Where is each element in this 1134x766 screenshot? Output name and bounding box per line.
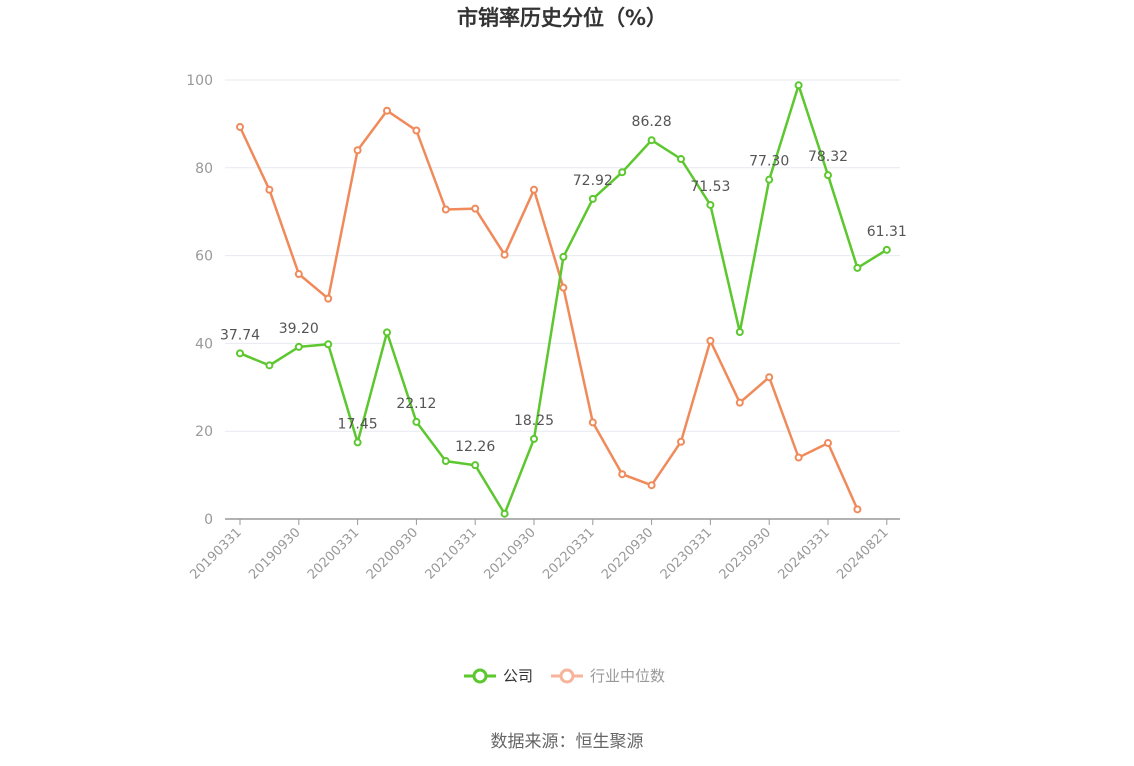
industry-point	[677, 437, 685, 446]
y-tick-label: 40	[195, 336, 213, 352]
industry-point	[412, 126, 421, 135]
series-industry-median	[236, 106, 862, 514]
company-point	[412, 417, 421, 426]
industry-point	[794, 453, 803, 462]
legend[interactable]: 公司 行业中位数	[464, 667, 665, 685]
industry-line	[238, 109, 859, 510]
company-point	[588, 194, 597, 203]
x-tick-label: 20200331	[305, 525, 362, 582]
x-tick-label: 20190331	[187, 525, 244, 582]
industry-point	[441, 205, 450, 214]
industry-point	[647, 481, 656, 490]
data-label: 22.12	[396, 396, 436, 412]
data-label: 77.30	[749, 154, 789, 170]
company-point	[383, 328, 391, 337]
industry-point	[265, 185, 274, 194]
industry-point	[588, 418, 597, 427]
industry-point	[824, 439, 832, 448]
data-label: 61.31	[867, 224, 907, 240]
company-point	[530, 434, 538, 443]
company-point	[882, 245, 891, 254]
legend-company-label: 公司	[503, 667, 533, 685]
company-point	[677, 155, 685, 164]
x-tick-label: 20210331	[423, 525, 480, 582]
company-point	[236, 349, 244, 358]
y-tick-label: 20	[195, 424, 213, 440]
industry-point	[471, 204, 480, 213]
series-company	[236, 81, 891, 518]
x-tick-label: 20230331	[658, 525, 715, 582]
y-tick-label: 0	[204, 512, 213, 528]
company-point	[265, 361, 274, 370]
legend-company-marker	[472, 668, 488, 684]
x-tick-label: 20220331	[540, 525, 597, 582]
legend-item-company[interactable]: 公司	[464, 667, 533, 685]
x-tick-label: 20210930	[481, 525, 538, 582]
data-label: 12.26	[455, 439, 495, 455]
company-point	[559, 252, 568, 261]
legend-industry-marker	[559, 668, 575, 684]
industry-point	[500, 250, 509, 259]
industry-point	[706, 336, 715, 345]
industry-point	[618, 470, 627, 479]
industry-point	[353, 146, 362, 155]
industry-point	[559, 283, 568, 292]
industry-point	[324, 294, 333, 303]
industry-point	[530, 185, 538, 194]
x-tick-label: 20220930	[599, 525, 656, 582]
data-label: 71.53	[690, 179, 730, 195]
industry-point	[853, 505, 862, 514]
data-label: 18.25	[514, 413, 554, 429]
x-tick-label: 20240331	[775, 525, 832, 582]
industry-point	[236, 122, 244, 131]
company-point	[441, 457, 450, 466]
company-point	[471, 461, 480, 470]
company-point	[294, 342, 303, 351]
y-axis-ticks: 0 20 40 60 80 100	[186, 73, 213, 528]
company-point	[618, 168, 627, 177]
x-tick-label: 20190930	[246, 525, 303, 582]
x-tick-label: 20230930	[717, 525, 774, 582]
industry-point	[294, 270, 303, 279]
y-tick-label: 60	[195, 249, 213, 265]
company-point	[647, 136, 656, 145]
y-tick-label: 100	[186, 73, 213, 89]
company-point	[324, 340, 333, 349]
y-tick-label: 80	[195, 161, 213, 177]
company-point	[353, 438, 362, 447]
x-axis-ticks: 20190331 20190930 20200331 20200930 20210331…	[187, 519, 892, 583]
data-label: 72.92	[573, 173, 613, 189]
company-point	[853, 263, 862, 272]
company-point	[706, 200, 715, 209]
data-labels: 37.74 39.20 17.45 22.12 12.26 18.25 72.92 86.28…	[220, 114, 907, 455]
data-source: 数据来源：恒生聚源	[491, 732, 644, 752]
industry-point	[735, 398, 744, 407]
industry-point	[765, 373, 774, 382]
company-point	[500, 509, 509, 518]
company-point	[765, 175, 774, 184]
company-point	[735, 327, 744, 336]
data-label: 39.20	[279, 321, 319, 337]
company-point	[794, 81, 803, 90]
legend-industry-label: 行业中位数	[590, 667, 665, 685]
data-label: 78.32	[808, 149, 848, 165]
data-label: 37.74	[220, 327, 260, 343]
data-label: 17.45	[338, 416, 378, 432]
x-tick-label: 20200930	[364, 525, 421, 582]
data-label: 86.28	[632, 114, 672, 130]
chart-title: 市销率历史分位（%）	[457, 6, 667, 30]
industry-point	[383, 106, 391, 115]
legend-item-industry[interactable]: 行业中位数	[551, 667, 665, 685]
company-line	[239, 84, 888, 515]
x-tick-label: 20240821	[834, 525, 891, 582]
company-point	[824, 171, 832, 180]
